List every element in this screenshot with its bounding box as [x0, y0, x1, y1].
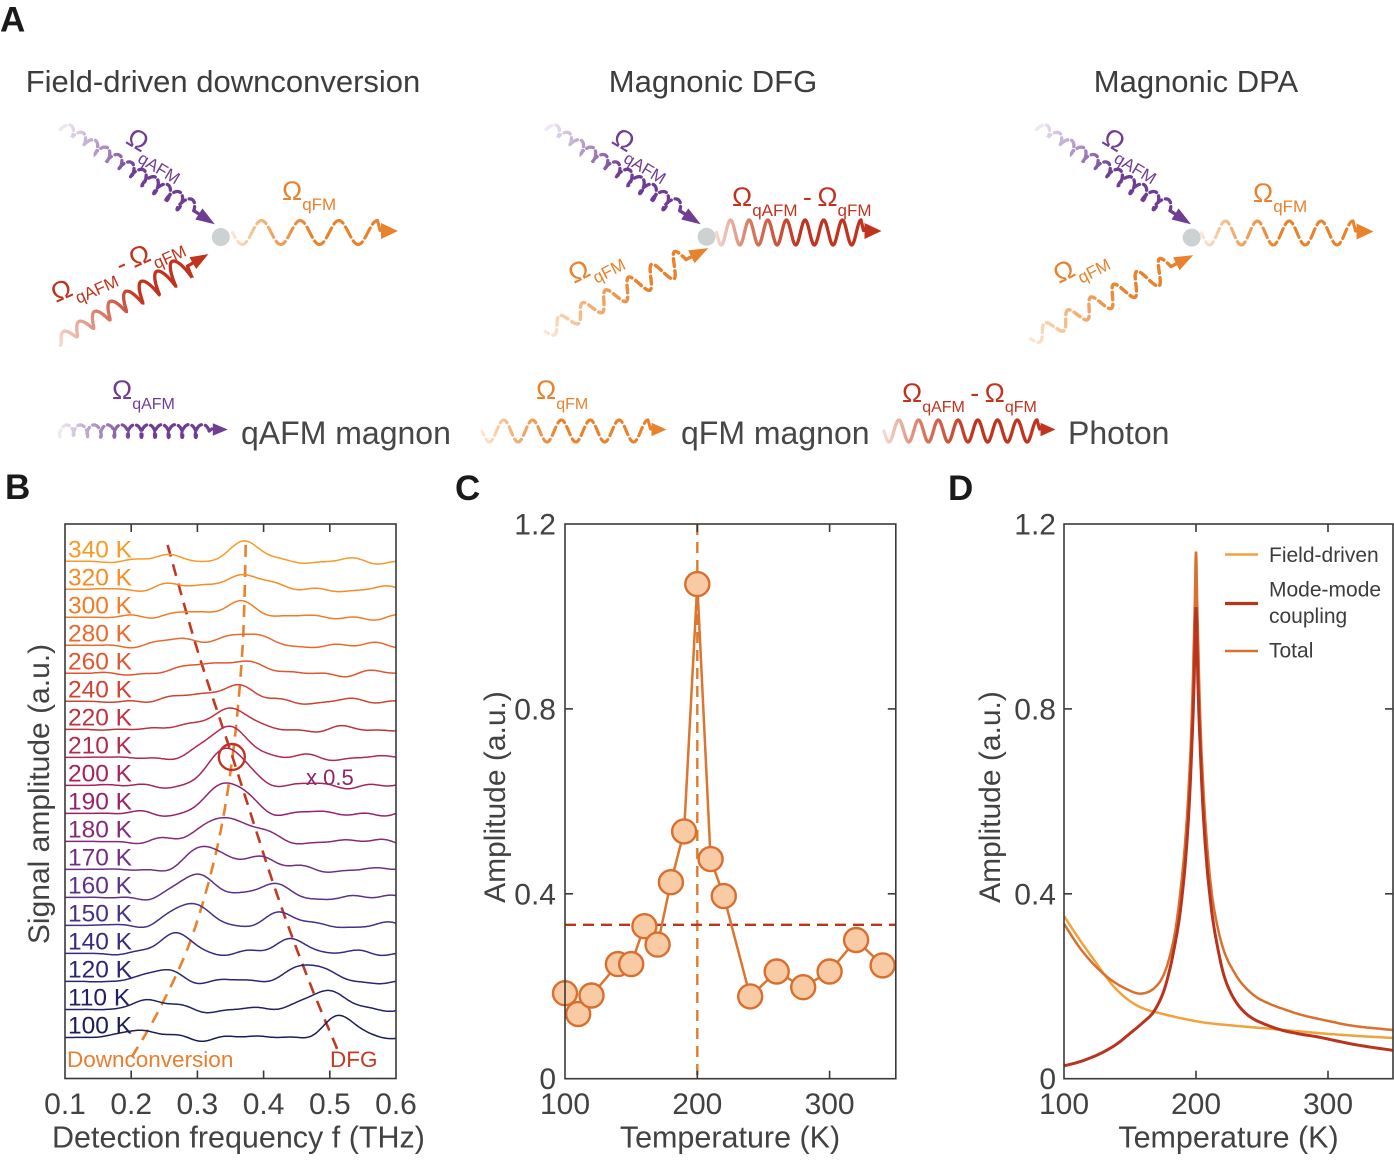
svg-text:150 K: 150 K	[68, 900, 133, 927]
svg-text:200: 200	[672, 1088, 722, 1121]
svg-text:qFM magnon: qFM magnon	[681, 415, 870, 451]
svg-text:300 K: 300 K	[68, 592, 133, 619]
svg-text:240 K: 240 K	[68, 676, 133, 703]
svg-text:Total: Total	[1269, 640, 1313, 663]
svg-text:100 K: 100 K	[68, 1013, 133, 1040]
svg-text:0: 0	[1039, 1063, 1056, 1096]
svg-text:0.4: 0.4	[1014, 878, 1056, 911]
svg-text:210 K: 210 K	[68, 732, 133, 759]
svg-text:0.4: 0.4	[243, 1088, 285, 1121]
svg-text:0.8: 0.8	[1014, 693, 1056, 726]
svg-text:coupling: coupling	[1269, 605, 1347, 628]
svg-text:B: B	[5, 468, 30, 507]
svg-text:Detection frequency f (THz): Detection frequency f (THz)	[52, 1121, 425, 1155]
svg-text:Amplitude (a.u.): Amplitude (a.u.)	[974, 691, 1007, 903]
svg-text:Magnonic DPA: Magnonic DPA	[1094, 64, 1299, 99]
svg-text:A: A	[0, 1, 25, 40]
svg-text:300: 300	[1303, 1088, 1353, 1121]
svg-text:Magnonic DFG: Magnonic DFG	[609, 64, 817, 99]
svg-text:Field-driven: Field-driven	[1269, 544, 1379, 567]
svg-text:340 K: 340 K	[68, 536, 133, 563]
svg-text:0.6: 0.6	[375, 1088, 417, 1121]
svg-text:0.4: 0.4	[514, 878, 556, 911]
svg-text:180 K: 180 K	[68, 816, 133, 843]
svg-text:300: 300	[805, 1088, 855, 1121]
svg-text:0: 0	[539, 1063, 556, 1096]
svg-text:Field-driven downconversion: Field-driven downconversion	[26, 64, 421, 99]
svg-text:Signal amplitude (a.u.): Signal amplitude (a.u.)	[23, 644, 56, 944]
svg-text:190 K: 190 K	[68, 788, 133, 815]
svg-text:x 0.5: x 0.5	[306, 765, 354, 790]
svg-text:110 K: 110 K	[68, 985, 131, 1012]
svg-text:280 K: 280 K	[68, 620, 133, 647]
svg-text:Amplitude (a.u.): Amplitude (a.u.)	[479, 691, 512, 903]
svg-text:1.2: 1.2	[514, 509, 556, 542]
svg-text:Mode-mode: Mode-mode	[1269, 579, 1381, 602]
svg-text:qAFM magnon: qAFM magnon	[241, 415, 451, 451]
svg-text:0.8: 0.8	[514, 693, 556, 726]
svg-text:200 K: 200 K	[68, 760, 133, 787]
svg-text:320 K: 320 K	[68, 564, 133, 591]
svg-text:Photon: Photon	[1068, 415, 1169, 451]
svg-text:Temperature (K): Temperature (K)	[620, 1121, 840, 1155]
svg-text:0.3: 0.3	[177, 1088, 219, 1121]
svg-text:200: 200	[1171, 1088, 1221, 1121]
svg-text:0.2: 0.2	[110, 1088, 152, 1121]
svg-text:Downconversion: Downconversion	[67, 1047, 233, 1072]
svg-text:160 K: 160 K	[68, 872, 133, 899]
svg-text:1.2: 1.2	[1014, 509, 1056, 542]
svg-text:100: 100	[540, 1088, 590, 1121]
svg-text:Temperature (K): Temperature (K)	[1118, 1121, 1338, 1155]
svg-text:0.5: 0.5	[309, 1088, 351, 1121]
svg-text:260 K: 260 K	[68, 648, 133, 675]
svg-text:170 K: 170 K	[68, 844, 133, 871]
svg-text:220 K: 220 K	[68, 704, 133, 731]
svg-text:100: 100	[1039, 1088, 1089, 1121]
svg-text:D: D	[948, 469, 973, 508]
svg-text:0.1: 0.1	[44, 1088, 86, 1121]
svg-text:140 K: 140 K	[68, 928, 133, 955]
svg-text:DFG: DFG	[330, 1047, 378, 1072]
svg-text:120 K: 120 K	[68, 957, 133, 984]
svg-text:C: C	[455, 469, 480, 508]
